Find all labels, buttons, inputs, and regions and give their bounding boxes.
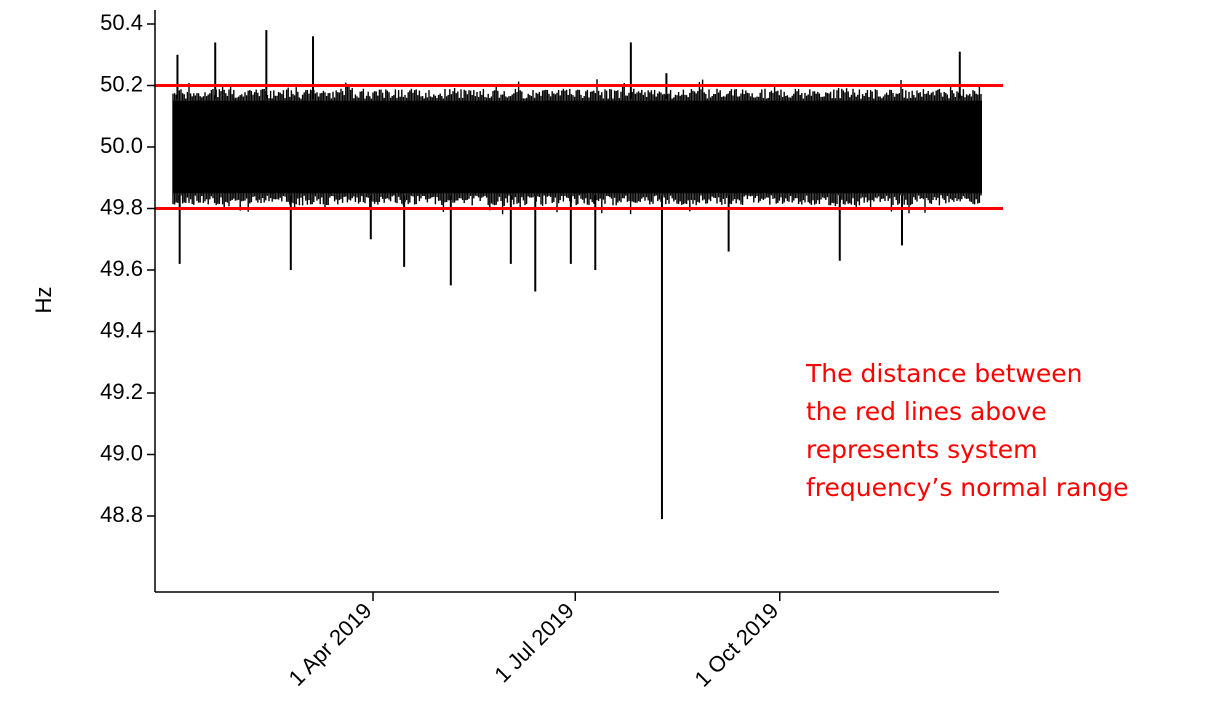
y-axis-ticks: 50.4 50.2 50.0 49.8 49.6 49.4 49.2 49.0 48.8 [100, 10, 155, 527]
x-axis-ticks: 1 Apr 2019 1 Jul 2019 1 Oct 2019 [284, 592, 783, 692]
y-tick-label: 49.2 [100, 379, 143, 404]
y-tick-label: 49.0 [100, 440, 143, 465]
y-tick-label: 50.4 [100, 10, 143, 35]
frequency-spikes [176, 30, 961, 520]
y-tick-label: 48.8 [100, 502, 143, 527]
x-tick-label: 1 Jul 2019 [489, 598, 578, 687]
reference-lines [155, 84, 1003, 210]
annotation-line: The distance between [806, 359, 1083, 388]
y-tick-label: 50.2 [100, 71, 143, 96]
y-tick-label: 49.6 [100, 256, 143, 281]
annotation-line: represents system [806, 435, 1038, 464]
y-axis-title: Hz [31, 287, 56, 314]
x-tick-label: 1 Apr 2019 [284, 598, 377, 691]
annotation-text: The distance between the red lines above… [806, 355, 1206, 507]
x-tick-label: 1 Oct 2019 [689, 598, 783, 692]
y-tick-label: 49.8 [100, 194, 143, 219]
annotation-line: frequency’s normal range [806, 473, 1129, 502]
frequency-data-band [172, 79, 982, 215]
y-tick-label: 49.4 [100, 317, 143, 342]
y-tick-label: 50.0 [100, 133, 143, 158]
annotation-line: the red lines above [806, 397, 1047, 426]
